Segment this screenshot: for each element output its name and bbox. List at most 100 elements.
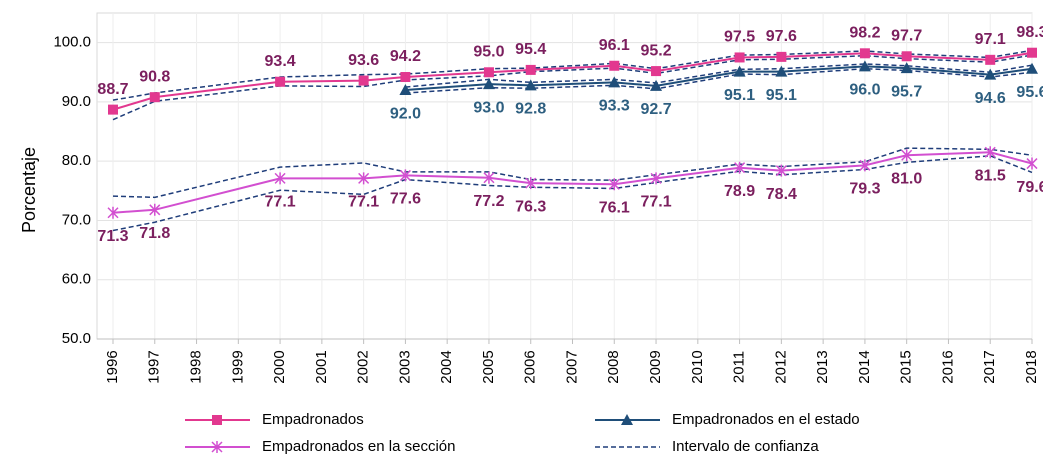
y-tick-label: 80.0 [62,152,91,169]
x-tick-label: 1999 [229,350,246,383]
marker [984,68,997,80]
x-tick-label: 2014 [856,350,873,383]
data-label: 78.9 [724,183,755,200]
marker [211,441,223,453]
marker [651,66,662,77]
marker [274,172,286,185]
x-tick-label: 2016 [939,350,956,383]
data-label: 97.5 [724,29,755,46]
data-label: 92.8 [515,101,546,118]
confidence-line [405,63,1033,88]
legend-label: Empadronados [262,411,364,428]
data-label: 97.7 [891,27,922,44]
y-tick-label: 60.0 [62,271,91,288]
marker [733,65,746,77]
data-label: 76.1 [599,200,630,217]
data-label: 77.6 [390,191,421,208]
data-label: 92.0 [390,105,421,122]
data-label: 95.1 [766,87,797,104]
data-label: 95.4 [515,41,546,58]
x-tick-label: 2012 [772,350,789,383]
marker [900,62,913,74]
x-tick-label: 2002 [355,350,372,383]
marker [608,178,620,191]
marker [858,60,871,72]
marker [149,92,160,103]
marker [650,172,662,185]
marker [901,51,912,62]
x-tick-label: 2011 [731,351,748,383]
data-label: 94.6 [975,90,1006,107]
data-label: 93.0 [473,99,504,116]
marker [525,177,537,190]
x-tick-label: 2007 [563,350,580,383]
x-tick-label: 2009 [647,350,664,383]
data-label: 92.7 [640,101,671,118]
legend-label: Intervalo de confianza [672,438,819,455]
data-label: 71.8 [139,225,170,242]
x-tick-label: 1998 [188,350,205,383]
x-tick-label: 1996 [104,350,121,383]
marker [775,164,787,177]
data-label: 95.0 [473,43,504,60]
data-label: 81.0 [891,170,922,187]
marker [609,60,620,71]
marker [1026,62,1038,74]
data-label: 93.6 [348,52,379,69]
marker [149,203,161,216]
data-label: 97.1 [975,31,1006,48]
marker [482,78,495,90]
marker [734,161,746,174]
x-tick-label: 2001 [313,350,330,383]
marker [483,171,495,184]
data-label: 95.2 [640,42,671,59]
data-label: 90.8 [139,68,170,85]
data-label: 96.0 [849,82,880,99]
marker [524,79,537,91]
confidence-line [112,49,1033,101]
y-axis-label: Porcentaje [19,147,39,233]
data-label: 88.7 [97,81,128,98]
marker [358,75,369,86]
confidence-line [405,67,1033,94]
data-label: 77.2 [473,193,504,210]
marker [985,54,996,65]
marker [1026,157,1038,170]
data-label: 79.3 [849,181,880,198]
x-tick-label: 2005 [480,350,497,383]
data-label: 98.3 [1016,24,1043,41]
data-label: 71.3 [97,228,128,245]
marker [399,169,411,182]
marker [107,206,119,219]
marker [775,65,788,77]
data-label: 77.1 [348,194,379,211]
x-tick-label: 2018 [1023,350,1040,383]
data-label: 96.1 [599,37,630,54]
marker [608,76,621,88]
data-label: 95.1 [724,87,755,104]
legend-label: Empadronados en el estado [672,411,860,428]
legend-label: Empadronados en la sección [262,438,455,455]
x-tick-label: 2000 [271,350,288,383]
data-label: 93.3 [599,98,630,115]
data-label: 76.3 [515,198,546,215]
x-tick-label: 1997 [146,350,163,383]
marker [859,48,870,59]
marker [621,414,633,425]
marker [400,72,411,83]
marker [859,159,871,172]
x-tick-label: 2013 [814,350,831,383]
marker [650,79,663,91]
marker [399,84,412,96]
marker [108,104,118,115]
marker [984,146,996,159]
marker [1027,47,1037,58]
x-tick-label: 2003 [396,350,413,383]
data-label: 81.5 [975,168,1006,185]
marker [776,51,787,62]
x-tick-label: 2006 [522,350,539,383]
marker [212,415,222,425]
x-tick-label: 2017 [981,350,998,383]
y-tick-label: 70.0 [62,211,91,228]
